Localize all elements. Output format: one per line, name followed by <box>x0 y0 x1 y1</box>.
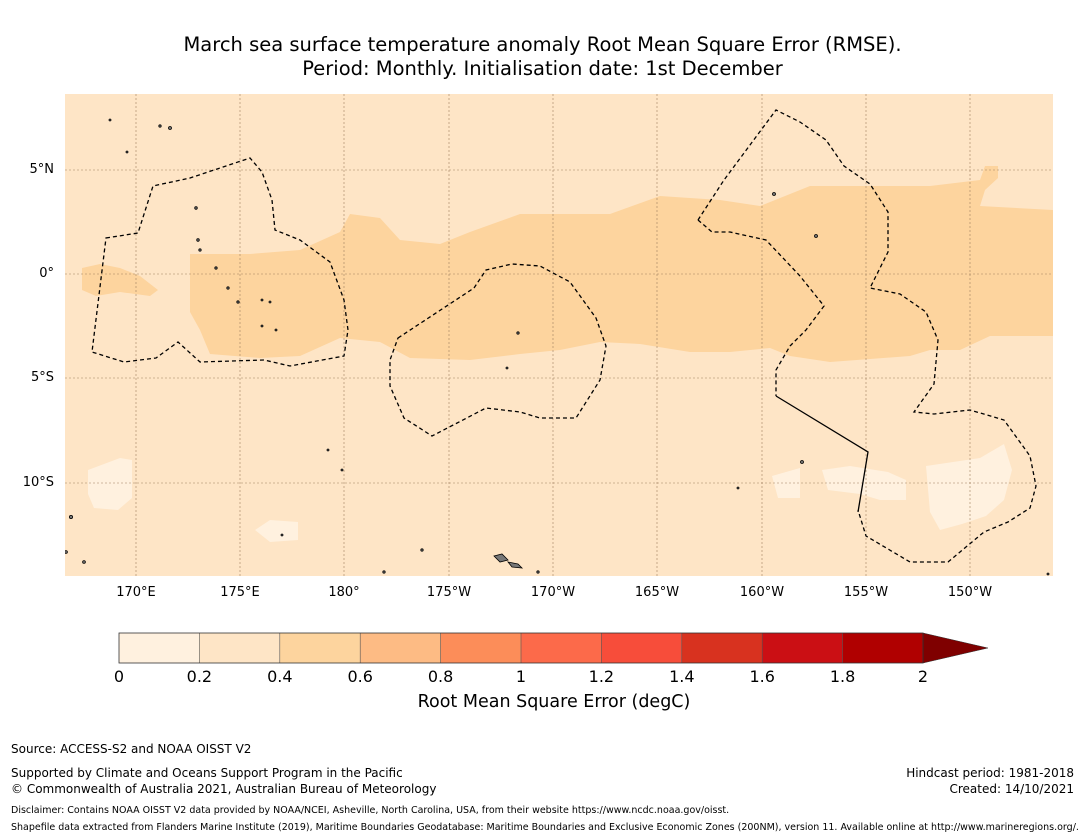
colorbar-tick-label: 0.6 <box>347 667 373 686</box>
map-title-line-1: March sea surface temperature anomaly Ro… <box>183 33 902 56</box>
island-speck <box>268 300 272 304</box>
rmse-band-west-patch <box>82 264 158 296</box>
lon-label-160w: 160°W <box>739 585 785 600</box>
rmse-map <box>65 94 1053 576</box>
lat-label-5n: 5°N <box>29 162 55 177</box>
lon-label-165w: 165°W <box>634 585 680 600</box>
colorbar-cell <box>199 633 281 663</box>
lat-label-10s: 10°S <box>22 475 54 490</box>
island-speck <box>260 324 264 328</box>
island-speck <box>108 118 112 122</box>
eez-boundary-line-islands-west <box>697 219 825 396</box>
colorbar-tick-label: 1.4 <box>669 667 695 686</box>
island-speck <box>236 300 240 304</box>
colorbar-cell <box>681 633 763 663</box>
island-speck <box>382 570 386 574</box>
island-speck <box>82 560 86 564</box>
island-speck <box>536 570 540 574</box>
rmse-band-0-4-0-6 <box>190 166 1053 362</box>
colorbar-tick-label: 2 <box>917 667 929 686</box>
footer-shapefile: Shapefile data extracted from Flanders M… <box>11 822 1079 833</box>
island-speck <box>69 515 74 520</box>
eez-boundary-tokelau-tuvalu <box>389 263 607 437</box>
island-speck <box>65 550 68 554</box>
colorbar-cell <box>842 633 924 663</box>
island-speck <box>226 286 230 290</box>
rmse-low-patch-se2 <box>822 466 906 500</box>
colorbar-cell <box>762 633 844 663</box>
island-speck <box>736 486 740 490</box>
map-title-line-2: Period: Monthly. Initialisation date: 1s… <box>302 57 783 80</box>
colorbar-cells <box>119 633 924 663</box>
island-speck <box>814 234 818 238</box>
eez-boundaries <box>91 109 1037 563</box>
island-speck <box>274 328 278 332</box>
map-graticule <box>65 94 1053 576</box>
colorbar-tick-label: 0.4 <box>267 667 293 686</box>
island-speck <box>516 331 520 335</box>
footer-created: Created: 14/10/2021 <box>949 782 1074 796</box>
colorbar-tick-label: 1.2 <box>588 667 615 686</box>
island-speck <box>800 460 804 464</box>
island-samoa-2 <box>507 561 524 569</box>
lon-label-180: 180° <box>328 585 360 600</box>
colorbar-frame <box>118 632 924 664</box>
island-speck <box>125 150 129 154</box>
island-speck <box>194 206 198 210</box>
lat-label-5s: 5°S <box>30 370 54 385</box>
footer-supported: Supported by Climate and Oceans Support … <box>11 766 403 780</box>
colorbar-cell <box>360 633 442 663</box>
island-speck <box>505 366 509 370</box>
lon-label-155w: 155°W <box>843 585 889 600</box>
colorbar-tick-label: 1.8 <box>829 667 856 686</box>
island-speck <box>198 248 202 252</box>
eez-boundary-line-islands-north <box>697 109 1037 563</box>
lat-label-0: 0° <box>39 266 54 281</box>
island-speck <box>340 468 344 472</box>
footer-hindcast: Hindcast period: 1981-2018 <box>906 766 1074 780</box>
islands <box>65 118 1050 576</box>
island-speck <box>326 448 330 452</box>
island-speck <box>158 124 162 128</box>
lon-label-170w: 170°W <box>530 585 576 600</box>
island-speck <box>420 548 424 552</box>
island-speck <box>260 298 264 302</box>
rmse-low-patch-sw <box>88 458 132 510</box>
lon-label-170e: 170°E <box>116 585 156 600</box>
rmse-low-patch-se3 <box>926 444 1012 530</box>
eez-solid-boundary <box>775 395 869 513</box>
lon-label-175e: 175°E <box>220 585 260 600</box>
footer-source: Source: ACCESS-S2 and NOAA OISST V2 <box>11 742 252 756</box>
island-samoa-1 <box>493 553 509 563</box>
colorbar-tick-label: 1 <box>515 667 527 686</box>
colorbar-tick-label: 1.6 <box>749 667 775 686</box>
island-speck <box>168 126 172 130</box>
island-speck <box>1046 572 1050 576</box>
island-speck <box>280 533 284 537</box>
colorbar-tick-label: 0 <box>113 667 125 686</box>
colorbar-label: Root Mean Square Error (degC) <box>417 692 691 712</box>
colorbar <box>118 632 989 664</box>
colorbar-cell <box>279 633 361 663</box>
footer-disclaimer: Disclaimer: Contains NOAA OISST V2 data … <box>11 805 730 816</box>
colorbar-extend-triangle <box>922 632 989 664</box>
footer-copyright: © Commonwealth of Australia 2021, Austra… <box>11 782 437 796</box>
eez-boundary-kiribati-gilberts <box>91 157 349 367</box>
colorbar-tick-label: 0.8 <box>427 667 454 686</box>
rmse-low-patch-south <box>255 520 298 542</box>
colorbar-cell <box>601 633 683 663</box>
island-speck <box>196 238 200 242</box>
lon-label-150w: 150°W <box>947 585 993 600</box>
colorbar-cell <box>440 633 522 663</box>
colorbar-tick-label: 0.2 <box>186 667 213 686</box>
colorbar-cell <box>119 633 200 663</box>
island-speck <box>214 266 218 270</box>
island-speck <box>772 192 776 196</box>
colorbar-cell <box>521 633 602 663</box>
lon-label-175w: 175°W <box>426 585 472 600</box>
